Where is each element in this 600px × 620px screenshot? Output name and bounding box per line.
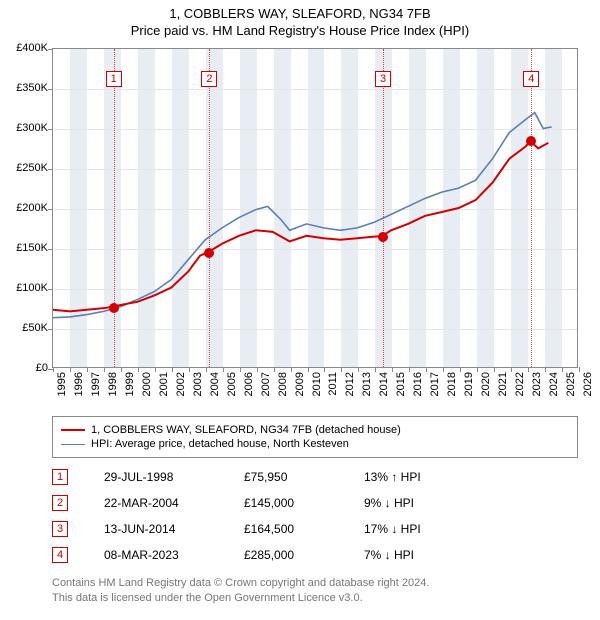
marker-vline bbox=[383, 49, 384, 367]
x-tick-label: 1996 bbox=[73, 372, 85, 396]
x-tick-label: 2020 bbox=[480, 372, 492, 396]
legend-swatch-property bbox=[61, 429, 85, 431]
transaction-row: 4 08-MAR-2023£285,0007% ↓ HPI bbox=[52, 542, 484, 568]
title-block: 1, COBBLERS WAY, SLEAFORD, NG34 7FB Pric… bbox=[0, 6, 600, 38]
x-tick-label: 2014 bbox=[378, 372, 390, 396]
y-tick-label: £200K bbox=[4, 202, 48, 214]
y-tick-label: £250K bbox=[4, 162, 48, 174]
marker-label: 4 bbox=[523, 71, 539, 87]
y-tick-label: £0 bbox=[4, 362, 48, 374]
transaction-price: £164,500 bbox=[244, 522, 364, 536]
transaction-date: 13-JUN-2014 bbox=[104, 522, 244, 536]
marker-label: 3 bbox=[375, 71, 391, 87]
attribution: Contains HM Land Registry data © Crown c… bbox=[52, 576, 429, 606]
x-tick-label: 2023 bbox=[531, 372, 543, 396]
x-tick-label: 2019 bbox=[463, 372, 475, 396]
x-tick-label: 2024 bbox=[548, 372, 560, 396]
marker-vline bbox=[531, 49, 532, 367]
x-tick-label: 2010 bbox=[311, 372, 323, 396]
y-tick-label: £300K bbox=[4, 122, 48, 134]
marker-dot bbox=[109, 303, 119, 313]
transaction-row: 1 29-JUL-1998£75,95013% ↑ HPI bbox=[52, 464, 484, 490]
x-tick-label: 2015 bbox=[395, 372, 407, 396]
x-tick-label: 1997 bbox=[90, 372, 102, 396]
x-tick-label: 2012 bbox=[344, 372, 356, 396]
x-tick-label: 2025 bbox=[565, 372, 577, 396]
marker-vline bbox=[114, 49, 115, 367]
transaction-marker: 4 bbox=[52, 547, 68, 563]
y-tick-label: £100K bbox=[4, 282, 48, 294]
legend: 1, COBBLERS WAY, SLEAFORD, NG34 7FB (det… bbox=[52, 416, 578, 458]
y-tick-label: £350K bbox=[4, 82, 48, 94]
transaction-diff: 17% ↓ HPI bbox=[364, 522, 484, 536]
y-tick-label: £400K bbox=[4, 42, 48, 54]
x-tick-label: 2002 bbox=[175, 372, 187, 396]
x-tick-label: 1999 bbox=[124, 372, 136, 396]
marker-dot bbox=[526, 136, 536, 146]
marker-dot bbox=[378, 232, 388, 242]
x-tick-label: 2005 bbox=[226, 372, 238, 396]
x-tick-label: 2006 bbox=[243, 372, 255, 396]
x-tick-label: 2017 bbox=[429, 372, 441, 396]
x-tick-label: 2009 bbox=[294, 372, 306, 396]
x-tick-label: 2003 bbox=[192, 372, 204, 396]
transaction-row: 2 22-MAR-2004£145,0009% ↓ HPI bbox=[52, 490, 484, 516]
legend-swatch-hpi bbox=[61, 444, 85, 445]
x-tick-label: 2008 bbox=[277, 372, 289, 396]
x-tick-label: 1995 bbox=[56, 372, 68, 396]
attribution-line1: Contains HM Land Registry data © Crown c… bbox=[52, 576, 429, 591]
transaction-price: £285,000 bbox=[244, 548, 364, 562]
transaction-marker: 1 bbox=[52, 469, 68, 485]
transaction-diff: 13% ↑ HPI bbox=[364, 470, 484, 484]
transaction-diff: 7% ↓ HPI bbox=[364, 548, 484, 562]
x-tick-label: 2000 bbox=[141, 372, 153, 396]
x-tick-label: 2022 bbox=[514, 372, 526, 396]
transaction-marker: 2 bbox=[52, 495, 68, 511]
x-tick-label: 2018 bbox=[446, 372, 458, 396]
attribution-line2: This data is licensed under the Open Gov… bbox=[52, 591, 429, 606]
transaction-marker: 3 bbox=[52, 521, 68, 537]
y-tick-label: £150K bbox=[4, 242, 48, 254]
transaction-diff: 9% ↓ HPI bbox=[364, 496, 484, 510]
transaction-date: 08-MAR-2023 bbox=[104, 548, 244, 562]
marker-label: 2 bbox=[201, 71, 217, 87]
line-chart bbox=[53, 49, 577, 367]
legend-item-property: 1, COBBLERS WAY, SLEAFORD, NG34 7FB (det… bbox=[61, 424, 569, 436]
chart-container: 1, COBBLERS WAY, SLEAFORD, NG34 7FB Pric… bbox=[0, 0, 600, 620]
transaction-date: 22-MAR-2004 bbox=[104, 496, 244, 510]
x-tick-label: 2007 bbox=[260, 372, 272, 396]
x-tick-label: 2001 bbox=[158, 372, 170, 396]
transaction-price: £75,950 bbox=[244, 470, 364, 484]
legend-label-property: 1, COBBLERS WAY, SLEAFORD, NG34 7FB (det… bbox=[91, 424, 401, 436]
x-tick-label: 1998 bbox=[107, 372, 119, 396]
x-tick-label: 2011 bbox=[327, 372, 339, 396]
legend-item-hpi: HPI: Average price, detached house, Nort… bbox=[61, 438, 569, 450]
plot-area: 1 2 3 4 bbox=[52, 48, 578, 368]
transaction-date: 29-JUL-1998 bbox=[104, 470, 244, 484]
transaction-price: £145,000 bbox=[244, 496, 364, 510]
x-tick-label: 2021 bbox=[497, 372, 509, 396]
transaction-row: 3 13-JUN-2014£164,50017% ↓ HPI bbox=[52, 516, 484, 542]
x-tick-label: 2013 bbox=[361, 372, 373, 396]
x-tick-label: 2016 bbox=[412, 372, 424, 396]
marker-vline bbox=[209, 49, 210, 367]
marker-dot bbox=[204, 248, 214, 258]
y-tick-label: £50K bbox=[4, 322, 48, 334]
x-tick-label: 2026 bbox=[582, 372, 594, 396]
x-tick-label: 2004 bbox=[209, 372, 221, 396]
title-address: 1, COBBLERS WAY, SLEAFORD, NG34 7FB bbox=[0, 6, 600, 21]
marker-label: 1 bbox=[106, 71, 122, 87]
title-subtitle: Price paid vs. HM Land Registry's House … bbox=[0, 23, 600, 38]
transaction-table: 1 29-JUL-1998£75,95013% ↑ HPI 2 22-MAR-2004… bbox=[52, 464, 484, 568]
legend-label-hpi: HPI: Average price, detached house, Nort… bbox=[91, 438, 349, 450]
